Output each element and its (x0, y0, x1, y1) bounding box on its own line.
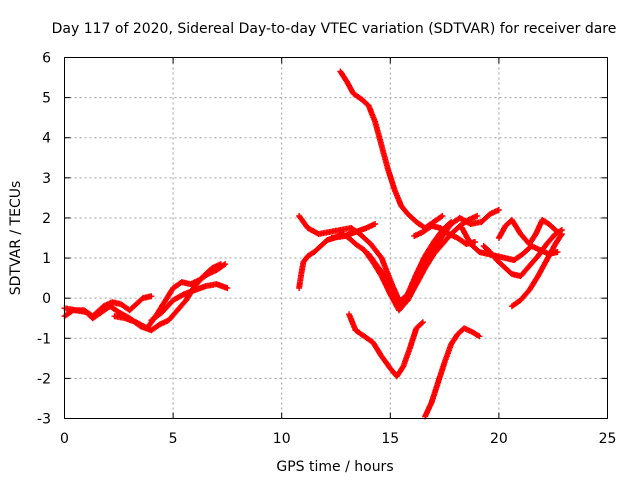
y-tick-label: 1 (42, 251, 51, 267)
x-tick-label: 20 (490, 431, 508, 447)
grid-lines (64, 57, 608, 419)
series-markers (328, 221, 379, 241)
x-tick-label: 5 (169, 431, 178, 447)
series-arc-8 (337, 68, 446, 231)
series-arc-14 (495, 216, 561, 247)
axis-ticks: 0 5 10 15 20 25 -3 -2 -1 0 1 2 3 4 5 6 (37, 51, 616, 448)
y-tick-label: 5 (42, 91, 51, 107)
y-tick-label: 2 (42, 211, 51, 227)
series-arc-9 (365, 206, 502, 310)
plot-frame (64, 57, 608, 419)
series-arc-13 (480, 227, 565, 280)
series-arc-7 (328, 221, 379, 241)
y-tick-label: 6 (42, 51, 51, 67)
x-tick-label: 0 (60, 431, 69, 447)
chart-title: Day 117 of 2020, Sidereal Day-to-day VTE… (52, 21, 617, 37)
series-markers (411, 223, 478, 247)
y-tick-label: 0 (42, 291, 51, 307)
x-tick-label: 25 (599, 431, 617, 447)
x-tick-label: 10 (273, 431, 291, 447)
y-tick-label: 3 (42, 171, 51, 187)
x-axis-label: GPS time / hours (276, 459, 393, 475)
series-markers (61, 293, 155, 320)
series-markers (296, 212, 481, 314)
series-markers (495, 216, 561, 247)
series-arc-10 (346, 311, 426, 380)
series-markers (346, 311, 426, 380)
y-tick-label: 4 (42, 131, 51, 147)
series-markers (480, 227, 565, 280)
series-markers (508, 231, 565, 310)
series-arc-16 (411, 223, 478, 247)
series-arc-4 (148, 281, 231, 324)
series-arc-15 (508, 231, 565, 310)
y-tick-label: -2 (37, 371, 51, 387)
series-arc-12 (459, 225, 561, 264)
series-markers (459, 225, 561, 264)
y-tick-label: -1 (37, 331, 51, 347)
series-arc-5 (296, 212, 481, 314)
series-markers (148, 281, 231, 324)
data-series (61, 68, 565, 420)
x-tick-label: 15 (381, 431, 399, 447)
series-arc-11 (422, 325, 483, 420)
series-markers (337, 68, 446, 231)
y-axis-label: SDTVAR / TECUs (8, 181, 24, 296)
series-arc-2 (61, 293, 155, 320)
y-tick-label: -3 (37, 412, 51, 428)
series-markers (365, 206, 502, 310)
series-markers (422, 325, 483, 420)
